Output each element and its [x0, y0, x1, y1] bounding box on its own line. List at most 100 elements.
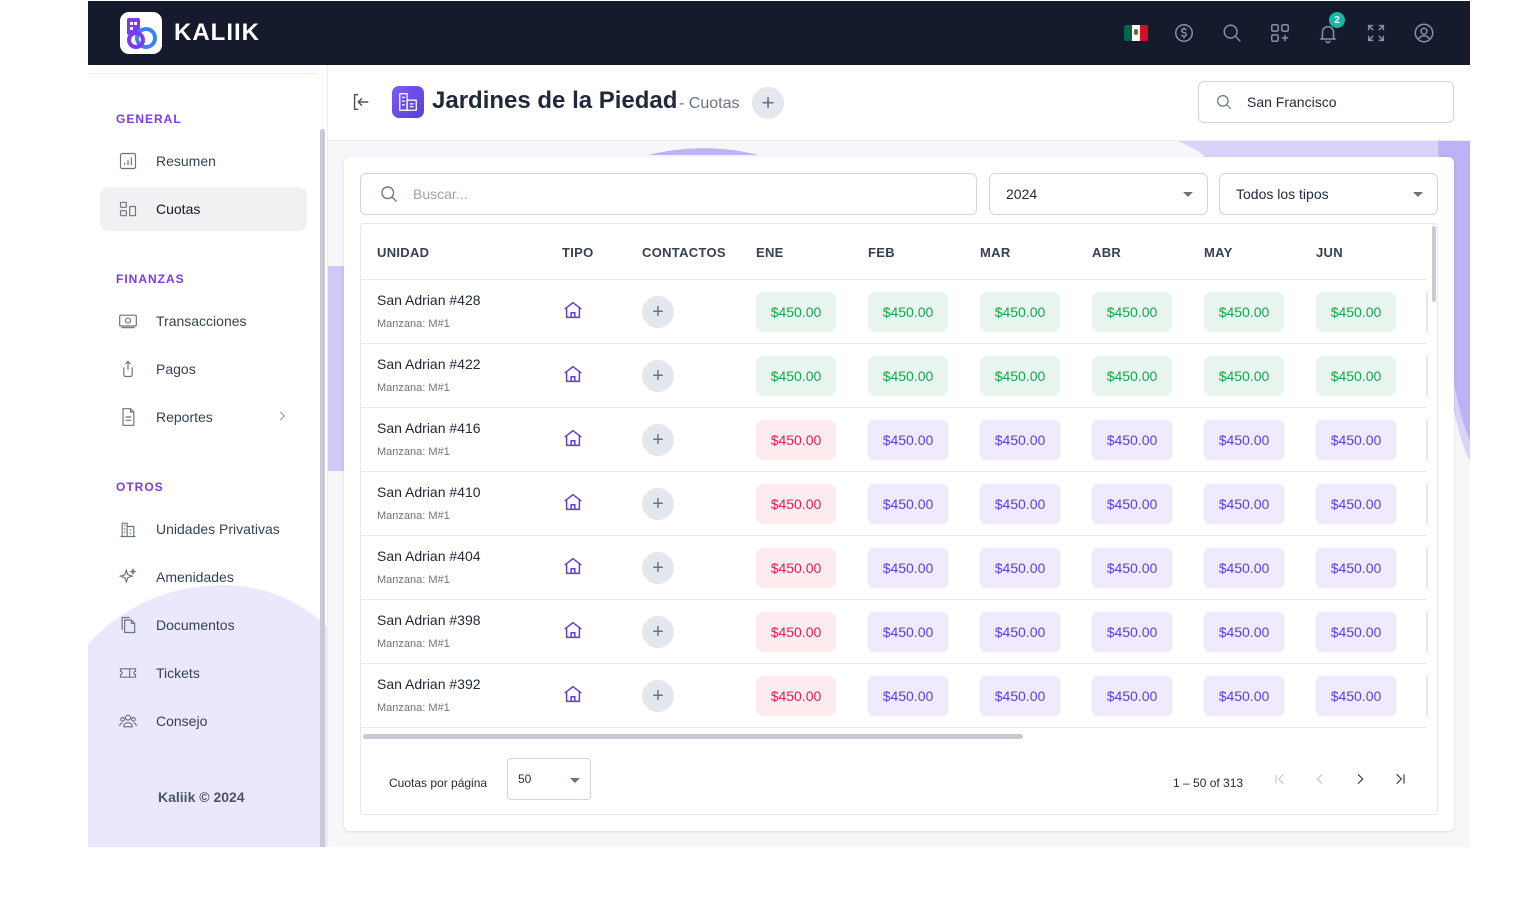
table-vertical-scrollbar[interactable]	[1432, 226, 1436, 302]
fee-cell[interactable]: $450.00	[868, 356, 948, 396]
sidebar-item-tickets[interactable]: Tickets	[100, 651, 307, 695]
fee-cell[interactable]: $450.00	[756, 612, 836, 652]
fee-cell[interactable]: $450.00	[1204, 548, 1284, 588]
sidebar-item-reportes[interactable]: Reportes	[100, 395, 307, 439]
fee-cell[interactable]: $450.00	[1204, 676, 1284, 716]
column-header-contactos[interactable]: CONTACTOS	[642, 245, 726, 260]
table-row[interactable]: San Adrian #404 Manzana: M#1 + $450.00 $450.…	[361, 536, 1428, 600]
fee-cell[interactable]: $450.00	[1204, 484, 1284, 524]
fee-cell[interactable]: $450.00	[1092, 676, 1172, 716]
add-button[interactable]: +	[752, 87, 784, 119]
fee-cell[interactable]: $450.00	[1316, 484, 1396, 524]
fee-cell[interactable]: $450.00	[756, 676, 836, 716]
sidebar-item-cuotas[interactable]: Cuotas	[100, 187, 307, 231]
column-header-may[interactable]: MAY	[1204, 245, 1233, 260]
currency-button[interactable]	[1170, 19, 1198, 47]
add-contact-button[interactable]: +	[642, 488, 674, 520]
unit-name[interactable]: San Adrian #416	[377, 420, 481, 436]
column-header-abr[interactable]: ABR	[1092, 245, 1122, 260]
unit-name[interactable]: San Adrian #422	[377, 356, 481, 372]
unit-name[interactable]: San Adrian #392	[377, 676, 481, 692]
table-row[interactable]: San Adrian #392 Manzana: M#1 + $450.00 $450.…	[361, 664, 1428, 728]
fee-cell[interactable]: $450.00	[980, 420, 1060, 460]
fee-cell[interactable]: $450.00	[980, 548, 1060, 588]
fee-cell[interactable]: $450.00	[868, 548, 948, 588]
fee-cell[interactable]: $450.00	[1092, 548, 1172, 588]
notifications-button[interactable]: 2	[1314, 12, 1345, 47]
fee-cell[interactable]: $450.00	[1204, 356, 1284, 396]
fee-cell[interactable]: $450.00	[756, 356, 836, 396]
fee-cell[interactable]: $450.00	[1316, 292, 1396, 332]
table-row[interactable]: San Adrian #428 Manzana: M#1 + $450.00 $450.…	[361, 280, 1428, 344]
fee-cell[interactable]: $450.00	[756, 292, 836, 332]
table-horizontal-scrollbar[interactable]	[363, 734, 1023, 739]
sidebar-item-documentos[interactable]: Documentos	[100, 603, 307, 647]
user-menu-button[interactable]	[1410, 19, 1438, 47]
sidebar-item-amenidades[interactable]: Amenidades	[100, 555, 307, 599]
fee-cell[interactable]: $450.00	[1204, 612, 1284, 652]
sidebar-item-consejo[interactable]: Consejo	[100, 699, 307, 743]
fee-cell[interactable]: $450.00	[1316, 676, 1396, 716]
fee-cell[interactable]: $450.00	[980, 484, 1060, 524]
fee-cell[interactable]: $450.00	[868, 612, 948, 652]
fee-cell[interactable]: $450.00	[1092, 420, 1172, 460]
fee-cell[interactable]: $450.00	[1316, 420, 1396, 460]
fee-cell[interactable]: $450.00	[868, 484, 948, 524]
fee-cell[interactable]: $450.00	[756, 484, 836, 524]
column-header-unidad[interactable]: UNIDAD	[377, 245, 430, 260]
add-contact-button[interactable]: +	[642, 616, 674, 648]
apps-button[interactable]	[1266, 19, 1294, 47]
unit-name[interactable]: San Adrian #410	[377, 484, 481, 500]
fee-cell[interactable]: $450.00	[756, 548, 836, 588]
unit-name[interactable]: San Adrian #404	[377, 548, 481, 564]
add-contact-button[interactable]: +	[642, 552, 674, 584]
previous-page-button[interactable]	[1307, 766, 1333, 792]
column-header-jun[interactable]: JUN	[1316, 245, 1343, 260]
language-flag-button[interactable]	[1122, 19, 1150, 47]
global-search-button[interactable]	[1218, 19, 1246, 47]
year-select[interactable]: 2024	[989, 173, 1208, 215]
fee-cell[interactable]: $450.00	[1316, 612, 1396, 652]
project-search-field[interactable]: San Francisco	[1198, 81, 1454, 123]
page-size-select[interactable]: 50	[507, 758, 591, 800]
fee-cell[interactable]: $450.00	[980, 676, 1060, 716]
sidebar-item-transacciones[interactable]: Transacciones	[100, 299, 307, 343]
add-contact-button[interactable]: +	[642, 424, 674, 456]
add-contact-button[interactable]: +	[642, 296, 674, 328]
fee-cell[interactable]: $450.00	[868, 676, 948, 716]
fee-cell[interactable]: $450.00	[1316, 356, 1396, 396]
type-select[interactable]: Todos los tipos	[1219, 173, 1438, 215]
column-header-tipo[interactable]: TIPO	[562, 245, 594, 260]
unit-name[interactable]: San Adrian #398	[377, 612, 481, 628]
fee-cell[interactable]: $450.00	[868, 292, 948, 332]
fee-cell[interactable]: $450.00	[1092, 292, 1172, 332]
fee-cell[interactable]: $450.00	[1316, 548, 1396, 588]
fee-cell[interactable]: $450.00	[1204, 420, 1284, 460]
table-row[interactable]: San Adrian #416 Manzana: M#1 + $450.00 $450.…	[361, 408, 1428, 472]
table-row[interactable]: San Adrian #410 Manzana: M#1 + $450.00 $450.…	[361, 472, 1428, 536]
table-row[interactable]: San Adrian #398 Manzana: M#1 + $450.00 $450.…	[361, 600, 1428, 664]
fee-cell[interactable]: $450.00	[1204, 292, 1284, 332]
sidebar-scrollbar[interactable]	[320, 129, 325, 847]
fee-cell[interactable]: $450.00	[980, 356, 1060, 396]
fee-cell[interactable]: $450.00	[1092, 612, 1172, 652]
last-page-button[interactable]	[1387, 766, 1413, 792]
column-header-mar[interactable]: MAR	[980, 245, 1011, 260]
search-input[interactable]: Buscar...	[360, 173, 977, 215]
fee-cell[interactable]: $450.00	[1092, 356, 1172, 396]
next-page-button[interactable]	[1347, 766, 1373, 792]
fee-cell[interactable]: $450.00	[868, 420, 948, 460]
column-header-feb[interactable]: FEB	[868, 245, 895, 260]
fee-cell[interactable]: $450.00	[1092, 484, 1172, 524]
fee-cell[interactable]: $450.00	[980, 612, 1060, 652]
add-contact-button[interactable]: +	[642, 360, 674, 392]
sidebar-item-resumen[interactable]: Resumen	[100, 139, 307, 183]
collapse-sidebar-button[interactable]	[350, 91, 374, 115]
column-header-ene[interactable]: ENE	[756, 245, 784, 260]
fullscreen-button[interactable]	[1362, 19, 1390, 47]
fee-cell[interactable]: $450.00	[756, 420, 836, 460]
sidebar-item-pagos[interactable]: Pagos	[100, 347, 307, 391]
unit-name[interactable]: San Adrian #428	[377, 292, 481, 308]
sidebar-item-unidades-privativas[interactable]: Unidades Privativas	[100, 507, 307, 551]
table-row[interactable]: San Adrian #422 Manzana: M#1 + $450.00 $450.…	[361, 344, 1428, 408]
